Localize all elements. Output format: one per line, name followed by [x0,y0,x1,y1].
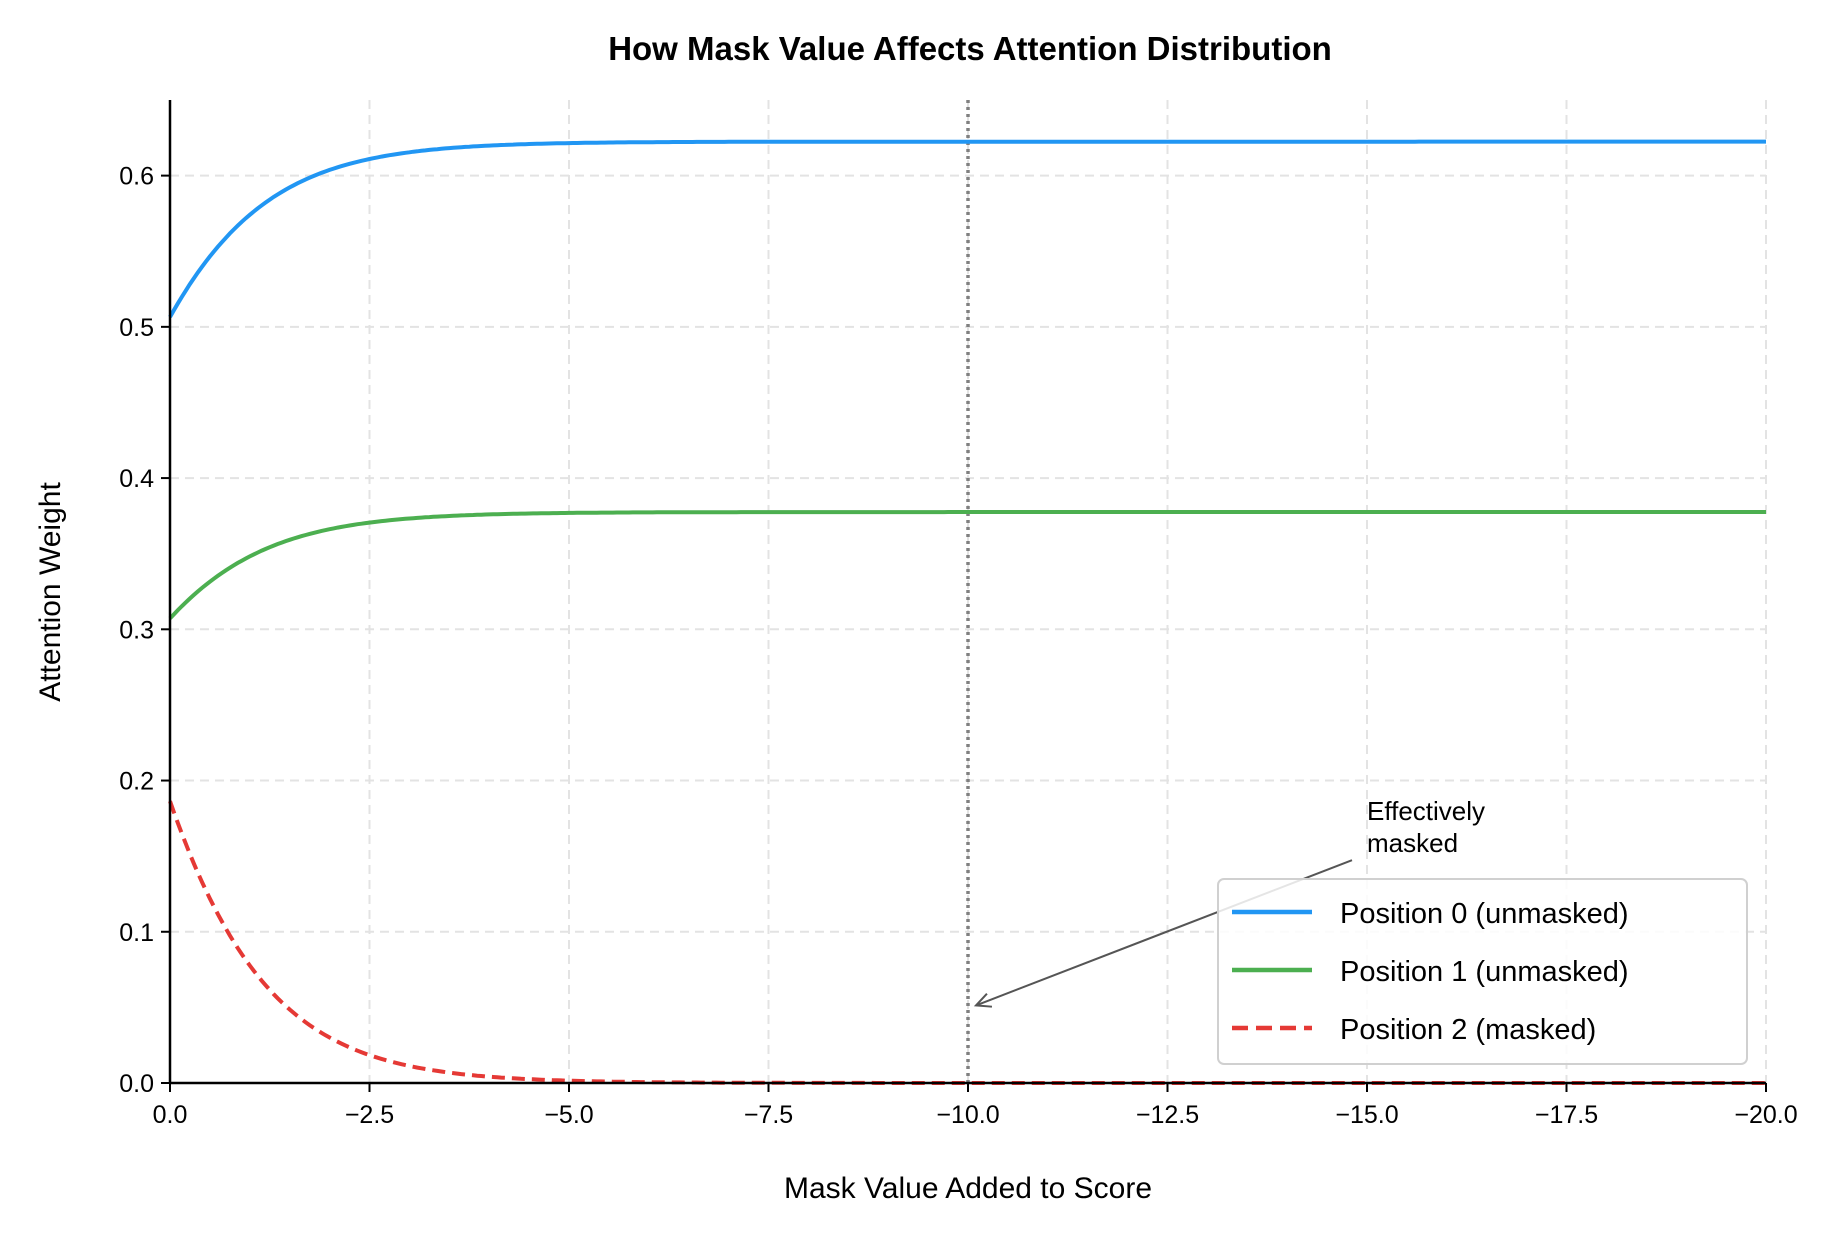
legend: Position 0 (unmasked) Position 1 (unmaske… [1217,878,1748,1065]
x-tick-label: −7.5 [744,1101,793,1129]
x-tick-label: −5.0 [544,1101,593,1129]
y-tick-label: 0.0 [119,1070,154,1098]
legend-label-2: Position 2 (masked) [1340,1014,1596,1046]
x-tick-label: 0.0 [153,1101,188,1129]
chart-title: How Mask Value Affects Attention Distrib… [608,30,1332,67]
ticks: 0.0 −2.5 −5.0 −7.5 −10.0 −12.5 −15.0 −17.5 −20.0… [119,163,1797,1129]
x-tick-label: −17.5 [1535,1101,1598,1129]
y-tick-label: 0.4 [119,465,154,493]
x-tick-label: −10.0 [936,1101,999,1129]
x-tick-label: −12.5 [1136,1101,1199,1129]
x-tick-label: −2.5 [345,1101,394,1129]
y-tick-label: 0.3 [119,616,154,644]
series-line-0 [168,139,1766,318]
legend-frame [1217,878,1748,1065]
y-tick-label: 0.6 [119,163,154,191]
y-tick-label: 0.2 [119,768,154,796]
series-line-1 [168,510,1766,620]
annotation-text-line-2: masked [1367,828,1458,858]
annotation-arrowhead [973,993,993,1008]
annotation-text-line-1: Effectively [1367,796,1485,826]
legend-label-0: Position 0 (unmasked) [1340,898,1629,930]
y-axis-label: Attention Weight [34,482,67,702]
y-tick-label: 0.5 [119,314,154,342]
y-tick-label: 0.1 [119,919,154,947]
x-axis-label: Mask Value Added to Score [784,1172,1152,1205]
x-tick-label: −15.0 [1335,1101,1398,1129]
x-tick-label: −20.0 [1734,1101,1797,1129]
legend-label-1: Position 1 (unmasked) [1340,956,1629,988]
